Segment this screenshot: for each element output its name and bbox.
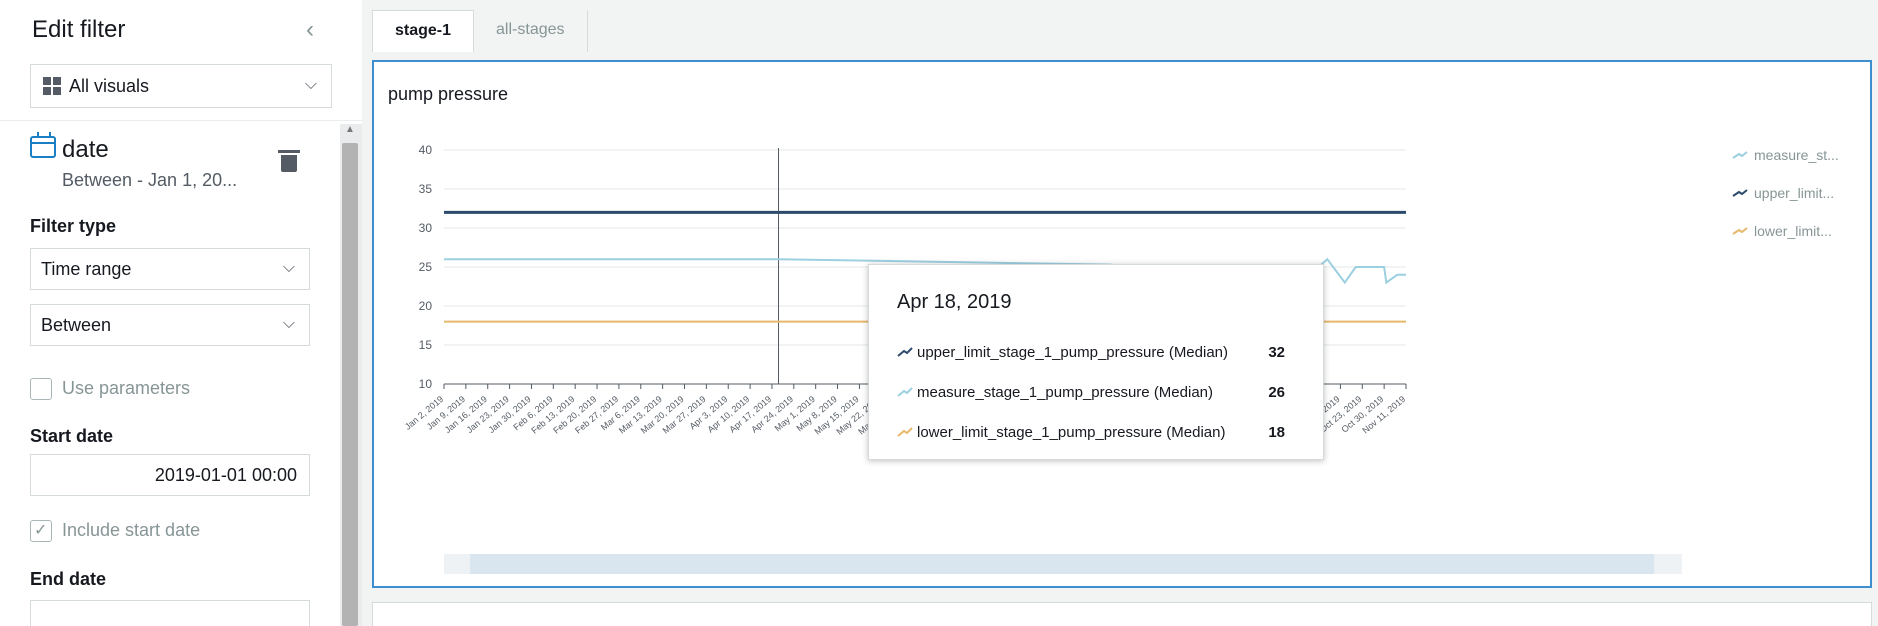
tooltip-value: 32 [1268, 343, 1285, 361]
legend-label: measure_st... [1754, 147, 1839, 163]
visual-title: pump pressure [388, 84, 509, 104]
tooltip-value: 26 [1268, 383, 1285, 401]
chevron-left-icon[interactable]: ‹ [306, 16, 314, 43]
filter-type-label: Filter type [30, 216, 117, 236]
tab-all-stages[interactable]: all-stages [474, 10, 588, 52]
panel-title: Edit filter [32, 16, 126, 43]
start-date-input[interactable]: 2019-01-01 00:00 [30, 454, 310, 496]
tooltip-row-upper: upper_limit_stage_1_pump_pressure (Media… [897, 341, 1307, 363]
y-tick-label: 20 [419, 299, 433, 313]
chart-tooltip: Apr 18, 2019 upper_limit_stage_1_pump_pr… [868, 264, 1324, 460]
chevron-down-icon: ⌵ [282, 315, 295, 333]
line-swatch-icon [897, 387, 913, 397]
trash-icon[interactable] [278, 150, 300, 172]
scroll-up-arrow-icon[interactable]: ▲ [345, 124, 355, 135]
visual-scope-value: All visuals [69, 75, 150, 96]
x-axis-scroll-brush[interactable] [470, 554, 1654, 574]
filter-summary: Between - Jan 1, 20... [62, 170, 238, 190]
include-start-date-checkbox[interactable] [30, 520, 52, 542]
y-tick-label: 10 [419, 377, 433, 391]
y-tick-label: 30 [419, 221, 433, 235]
filter-type-select[interactable]: Time range ⌵ [30, 248, 310, 290]
y-tick-label: 35 [419, 182, 433, 196]
line-swatch-icon [1732, 151, 1748, 159]
tooltip-row-lower: lower_limit_stage_1_pump_pressure (Media… [897, 421, 1307, 443]
filter-field-name: date [62, 136, 109, 163]
grid-icon [43, 77, 61, 95]
end-date-label: End date [30, 569, 107, 589]
condition-select[interactable]: Between ⌵ [30, 304, 310, 346]
legend-item-lower-limit[interactable]: lower_limit... [1732, 212, 1839, 250]
line-swatch-icon [1732, 227, 1748, 235]
divider [0, 120, 362, 121]
tooltip-label: measure_stage_1_pump_pressure (Median) [917, 383, 1214, 401]
tooltip-value: 18 [1268, 423, 1285, 441]
use-parameters-checkbox[interactable] [30, 378, 52, 400]
y-tick-label: 15 [419, 338, 433, 352]
legend-label: lower_limit... [1754, 223, 1832, 239]
use-parameters-label: Use parameters [62, 378, 191, 398]
calendar-icon [30, 132, 56, 158]
filter-type-value: Time range [41, 258, 132, 279]
line-swatch-icon [1732, 189, 1748, 197]
legend-label: upper_limit... [1754, 185, 1835, 201]
line-swatch-icon [897, 347, 913, 357]
tooltip-row-measure: measure_stage_1_pump_pressure (Median) 2… [897, 381, 1307, 403]
visual-scope-select[interactable]: All visuals ⌵ [30, 64, 332, 108]
condition-value: Between [41, 314, 112, 335]
edit-filter-panel: Edit filter ‹ All visuals ⌵ ▲ date Betwe… [0, 0, 362, 626]
tab-stage-1[interactable]: stage-1 [372, 10, 475, 52]
chevron-down-icon: ⌵ [282, 259, 295, 277]
chevron-down-icon: ⌵ [304, 76, 317, 94]
end-date-input[interactable] [30, 600, 310, 626]
scrollbar-thumb[interactable] [342, 143, 358, 626]
sheet-tabs: stage-1 all-stages [372, 10, 588, 52]
include-start-date-label: Include start date [62, 520, 201, 540]
legend-item-upper-limit[interactable]: upper_limit... [1732, 174, 1839, 212]
tooltip-label: lower_limit_stage_1_pump_pressure (Media… [917, 423, 1226, 441]
start-date-label: Start date [30, 426, 114, 446]
tooltip-label: upper_limit_stage_1_pump_pressure (Media… [917, 343, 1229, 361]
chart-legend: measure_st... upper_limit... lower_limit… [1732, 136, 1839, 250]
y-tick-label: 25 [419, 260, 433, 274]
legend-item-measure[interactable]: measure_st... [1732, 136, 1839, 174]
y-tick-label: 40 [419, 143, 433, 157]
line-swatch-icon [897, 427, 913, 437]
tooltip-date: Apr 18, 2019 [897, 291, 1012, 313]
next-visual[interactable] [372, 602, 1872, 626]
